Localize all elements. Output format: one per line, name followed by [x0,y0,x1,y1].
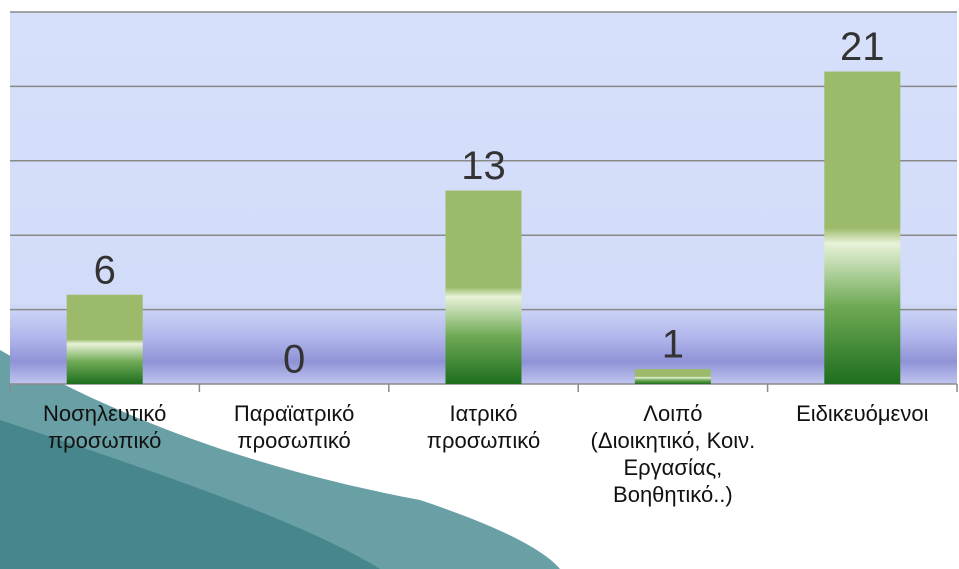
value-label: 0 [283,338,305,382]
bar [635,369,711,384]
value-label: 1 [662,323,684,367]
bar [446,191,522,384]
x-tick-label: Λοιπό (Διοικητικό, Κοιν. Εργασίας, Βοηθη… [588,400,758,508]
value-label: 6 [94,248,116,292]
x-tick-label: Νοσηλευτικό προσωπικό [20,400,190,454]
value-label: 21 [840,25,885,69]
value-label: 13 [461,144,506,188]
page: 6 0 13 1 21 Νοσηλευτικό προσωπικό Παραϊατρικό… [0,0,959,569]
x-tick-label: Ιατρικό προσωπικό [399,400,569,454]
x-tick-label: Παραϊατρικό προσωπικό [209,400,379,454]
chart: 6 0 13 1 21 [0,0,959,569]
x-tick-label: Ειδικευόμενοι [777,400,947,427]
bar [67,295,143,384]
bar [824,72,900,384]
